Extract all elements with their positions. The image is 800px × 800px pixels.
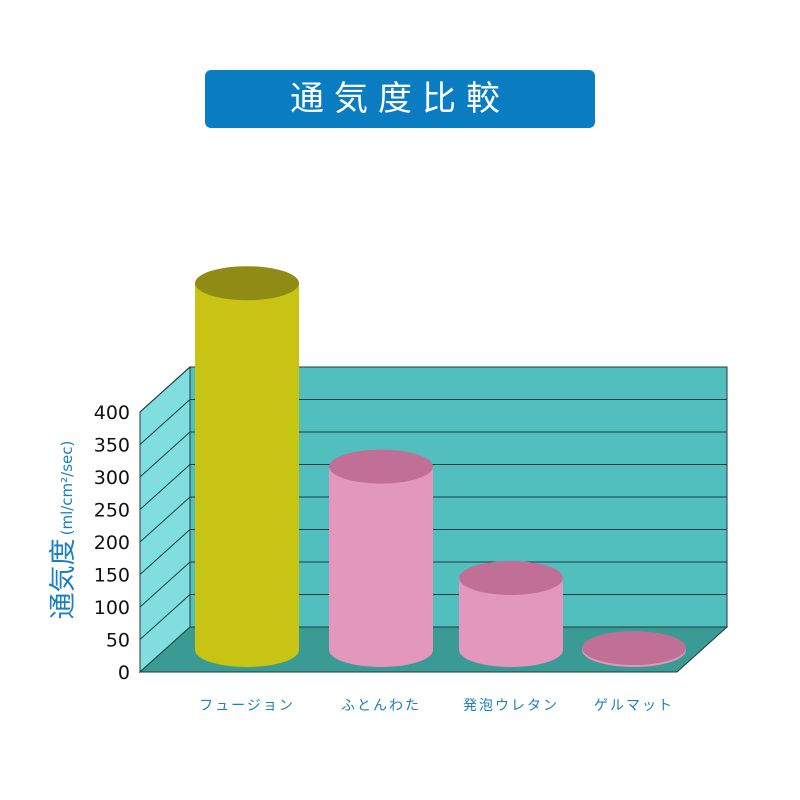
gridline-side	[139, 496, 191, 543]
x-tick-label: 発泡ウレタン	[463, 698, 559, 714]
bar-body	[459, 577, 563, 667]
gridline-side	[139, 464, 191, 510]
y-tick-label: 300	[94, 467, 130, 489]
y-tick-label: 250	[94, 500, 130, 522]
bar-top	[329, 449, 433, 484]
bar-top	[195, 266, 299, 301]
x-tick-label: ふとんわた	[341, 698, 421, 714]
gridline-side	[139, 529, 191, 575]
x-tick-label: ゲルマット	[594, 698, 674, 714]
bar-0	[195, 266, 299, 667]
y-tick-label: 200	[94, 532, 130, 554]
gridline-side	[139, 431, 191, 478]
chart-title: 通気度比較	[205, 70, 595, 128]
gridline-side	[139, 594, 191, 640]
bar-top	[459, 560, 563, 595]
y-tick-label: 400	[94, 402, 130, 424]
y-axis-title: 通気度	[48, 538, 79, 619]
bar-top	[582, 631, 686, 666]
gridline-side	[139, 366, 191, 413]
gridline-side	[139, 561, 191, 608]
bar-2	[459, 560, 563, 667]
gridline-side	[139, 399, 191, 445]
bar-1	[329, 449, 433, 667]
x-tick-label: フュージョン	[199, 698, 295, 714]
y-axis-label: 通気度 (ml/cm²/sec)	[48, 441, 79, 620]
bar-3	[582, 631, 686, 667]
bar-body	[195, 283, 299, 667]
y-tick-label: 350	[94, 435, 130, 457]
y-tick-label: 150	[94, 565, 130, 587]
y-tick-label: 100	[94, 597, 130, 619]
y-tick-label: 50	[106, 630, 130, 652]
y-tick-label: 0	[118, 662, 130, 684]
y-axis-unit: (ml/cm²/sec)	[58, 441, 76, 536]
bar-body	[329, 466, 433, 667]
